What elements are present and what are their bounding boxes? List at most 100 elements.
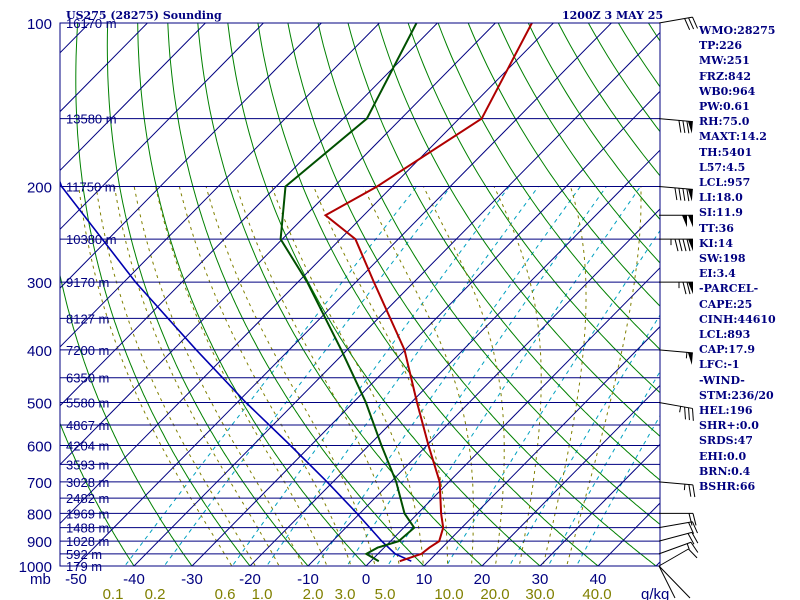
moist-adiabat <box>493 186 542 566</box>
moist-adiabat <box>155 186 328 566</box>
stat-line: -PARCEL- <box>699 282 759 296</box>
isotherm <box>481 384 660 566</box>
dewpoint-trace <box>279 23 418 563</box>
temperature-tick-label: 0 <box>362 571 370 588</box>
mixing-ratio-tick-label: 40.0 <box>582 586 611 600</box>
stat-line: SRDS:47 <box>699 434 753 448</box>
stat-line: WB0:964 <box>699 84 756 98</box>
dry-adiabat <box>287 23 657 566</box>
isotherm <box>60 23 439 407</box>
stat-line: CAP:17.9 <box>699 343 756 357</box>
isotherm <box>60 23 497 466</box>
height-label: 13580 m <box>66 112 117 127</box>
isotherm <box>60 23 323 289</box>
stat-line: PW:0.61 <box>699 100 750 114</box>
wind-barb <box>658 402 694 421</box>
pressure-tick-label: 800 <box>27 506 52 523</box>
dry-adiabat <box>407 23 660 394</box>
stat-line: LI:18.0 <box>699 191 743 205</box>
mixing-ratio-line <box>346 186 607 566</box>
mixing-ratio-line <box>124 186 418 566</box>
moist-adiabat <box>114 186 280 566</box>
stat-line: TH:5401 <box>699 145 753 159</box>
stat-line: LCL:893 <box>699 328 751 342</box>
sounding-time: 1200Z 3 MAY 25 <box>562 9 664 22</box>
stat-line: FRZ:842 <box>699 69 752 83</box>
stat-line: STM:236/20 <box>699 388 774 402</box>
stat-line: LCL:957 <box>699 176 751 190</box>
mixing-ratio-tick-label: 0.1 <box>103 586 124 600</box>
stat-line: SI:11.9 <box>699 206 743 220</box>
dry-adiabat <box>437 23 660 351</box>
mixing-ratio-tick-label: 2.0 <box>303 586 324 600</box>
dry-adiabat <box>197 23 483 566</box>
sounding-title: US275 (28275) Sounding <box>66 9 222 22</box>
moist-adiabat <box>422 186 505 566</box>
dry-adiabat <box>347 23 660 481</box>
wind-barb <box>658 531 699 545</box>
wind-barb <box>658 118 693 134</box>
temperature-tick-label: 40 <box>590 571 607 588</box>
mixing-ratio-tick-label: 20.0 <box>480 586 509 600</box>
plot-area <box>0 11 660 578</box>
mixing-ratio-line <box>163 186 452 566</box>
stats-panel: WMO:28275 TP:226 MW:251 FRZ:842 WB0:964 PW:0.… <box>699 23 799 494</box>
wind-barb <box>659 512 697 526</box>
moist-adiabat <box>363 186 474 566</box>
stat-line: SHR+:0.0 <box>699 419 759 433</box>
stat-line: RH:75.0 <box>699 115 750 129</box>
pressure-tick-label: 300 <box>27 275 52 292</box>
pressure-tick-label: 100 <box>27 16 52 33</box>
temperature-tick-label: 20 <box>474 571 491 588</box>
wind-barb <box>658 185 693 202</box>
mixing-ratio-line <box>445 229 660 566</box>
height-label: 16170 m <box>66 16 117 31</box>
mixing-ratio-line <box>387 186 641 566</box>
height-label: 6350 m <box>66 371 109 386</box>
wind-barb <box>659 214 693 228</box>
height-label: 1969 m <box>66 506 109 521</box>
dry-adiabat <box>75 23 251 566</box>
temperature-tick-label: 30 <box>532 571 549 588</box>
stat-line: HEL:196 <box>699 404 753 418</box>
height-label: 5580 m <box>66 396 109 411</box>
mixing-ratio-tick-label: 0.2 <box>145 586 166 600</box>
pressure-tick-label: 700 <box>27 475 52 492</box>
stat-line: EI:3.4 <box>699 267 736 281</box>
pressure-tick-label: 200 <box>27 179 52 196</box>
temperature-tick-label: -50 <box>65 571 87 588</box>
height-label: 592 m <box>66 547 102 562</box>
isotherm <box>0 11 43 578</box>
pressure-tick-label: 400 <box>27 343 52 360</box>
height-label: 10380 m <box>66 232 117 247</box>
wind-barb <box>658 349 693 365</box>
isotherm <box>307 208 660 566</box>
temperature-tick-label: -30 <box>181 571 203 588</box>
height-label: 8127 m <box>66 311 109 326</box>
dry-adiabat <box>257 23 599 566</box>
mixing-ratio-line <box>575 414 660 566</box>
mixing-ratio-line <box>231 186 510 566</box>
pressure-tick-label: 900 <box>27 534 52 551</box>
mixing-ratio-tick-label: 10.0 <box>434 586 463 600</box>
isotherm <box>60 23 265 230</box>
stat-line: SW:198 <box>699 252 746 266</box>
stat-line: MAXT:14.2 <box>699 130 767 144</box>
isotherm <box>539 443 660 566</box>
temperature-tick-label: -20 <box>239 571 261 588</box>
moist-adiabat <box>78 186 233 566</box>
wind-barb <box>659 281 693 295</box>
isotherm <box>423 325 660 566</box>
wind-barb <box>658 548 698 567</box>
stat-line: CINH:44610 <box>699 312 776 326</box>
wind-barb <box>658 541 699 555</box>
pressure-tick-label: 500 <box>27 396 52 413</box>
moist-adiabat <box>236 186 400 566</box>
height-label: 179 m <box>66 559 102 574</box>
wind-barb <box>658 481 696 498</box>
wind-barb <box>659 238 693 252</box>
temperature-tick-label: 10 <box>416 571 433 588</box>
dry-adiabat <box>60 273 193 566</box>
height-label: 3593 m <box>66 457 109 472</box>
stat-line: CAPE:25 <box>699 297 753 311</box>
